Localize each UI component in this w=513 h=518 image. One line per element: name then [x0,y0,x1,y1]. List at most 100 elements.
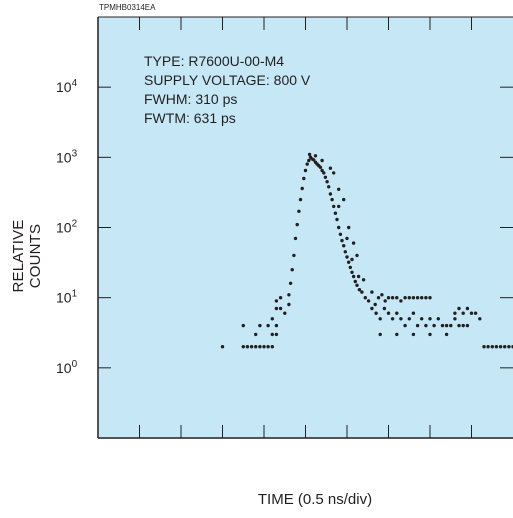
fwhm-annotation: FWHM: 310 ps [144,91,238,107]
data-point [333,211,338,215]
data-point [399,299,403,303]
plot-area [97,16,513,439]
data-point [300,186,304,191]
data-point [490,345,494,349]
data-point [318,165,323,169]
data-point [503,345,507,349]
data-point [353,279,357,284]
data-point [266,323,270,328]
data-point [343,250,347,254]
data-point [297,209,301,213]
data-point [403,296,407,300]
data-point [292,253,296,258]
data-point [278,306,283,311]
data-point [449,323,453,328]
data-point [307,158,311,163]
data-point [444,332,449,337]
data-point [428,332,432,337]
data-point [287,302,291,307]
data-point [254,345,258,349]
data-point [298,197,303,202]
data-point [383,299,387,303]
data-point [473,311,478,315]
data-point [347,225,351,230]
data-point [325,180,329,184]
y-tick-labels: 100 101 102 103 104 [56,78,78,376]
type-annotation: TYPE: R7600U-00-M4 [144,53,285,69]
data-point [457,323,461,328]
y-tick-label: 104 [56,78,78,95]
data-point [241,345,245,349]
data-point [283,311,287,315]
data-point [407,296,411,300]
data-point [312,158,316,162]
data-point [270,332,274,337]
data-point [420,317,424,321]
data-point [340,238,344,243]
data-point [428,317,432,321]
data-point [356,274,361,279]
data-point [444,323,449,328]
data-point [266,345,270,349]
data-point [345,255,349,259]
data-point [373,302,377,307]
data-point [453,311,457,315]
data-point [465,323,470,328]
data-point [465,306,470,311]
data-point [436,317,440,321]
data-point [342,197,346,202]
data-point [411,311,416,315]
annotation-block: TYPE: R7600U-00-M4 SUPPLY VOLTAGE: 800 V… [144,52,310,128]
data-point [378,317,382,321]
data-point [274,306,279,311]
data-point [274,299,279,303]
data-point [287,293,291,297]
data-point [320,168,324,173]
data-point [380,293,384,297]
data-point [220,345,225,349]
data-point [293,236,298,241]
data-point [461,311,465,315]
data-point [415,296,420,300]
data-point [337,187,341,191]
data-point [420,296,424,300]
data-point [407,317,411,321]
data-point [274,332,279,337]
data-point [322,171,326,175]
data-point [395,332,399,337]
data-point [395,296,399,300]
data-point [258,323,262,328]
plot-background [98,17,513,438]
data-point [494,345,499,349]
data-point [415,323,420,328]
data-point [370,306,374,311]
data-point [411,332,416,337]
data-point [357,288,362,292]
data-point [327,185,331,189]
data-point [262,345,266,349]
data-point [399,317,403,321]
data-point [355,253,359,258]
data-point [249,345,254,349]
voltage-annotation: SUPPLY VOLTAGE: 800 V [144,72,311,88]
data-point [347,260,351,264]
y-tick-label: 100 [56,359,78,376]
data-point [270,317,274,321]
data-point [288,281,293,285]
x-axis-label: TIME (0.5 ns/div) [257,491,373,508]
data-point [363,296,367,300]
data-point [486,345,490,349]
data-point [307,152,312,157]
data-point [295,222,299,227]
data-point [342,244,346,248]
data-point [254,332,258,337]
data-point [338,232,343,236]
data-point [245,345,250,349]
data-point [355,283,359,287]
data-point [328,192,333,196]
axis-ticks [98,17,513,438]
data-point [370,290,374,294]
data-point [290,268,294,272]
data-point [313,154,318,158]
